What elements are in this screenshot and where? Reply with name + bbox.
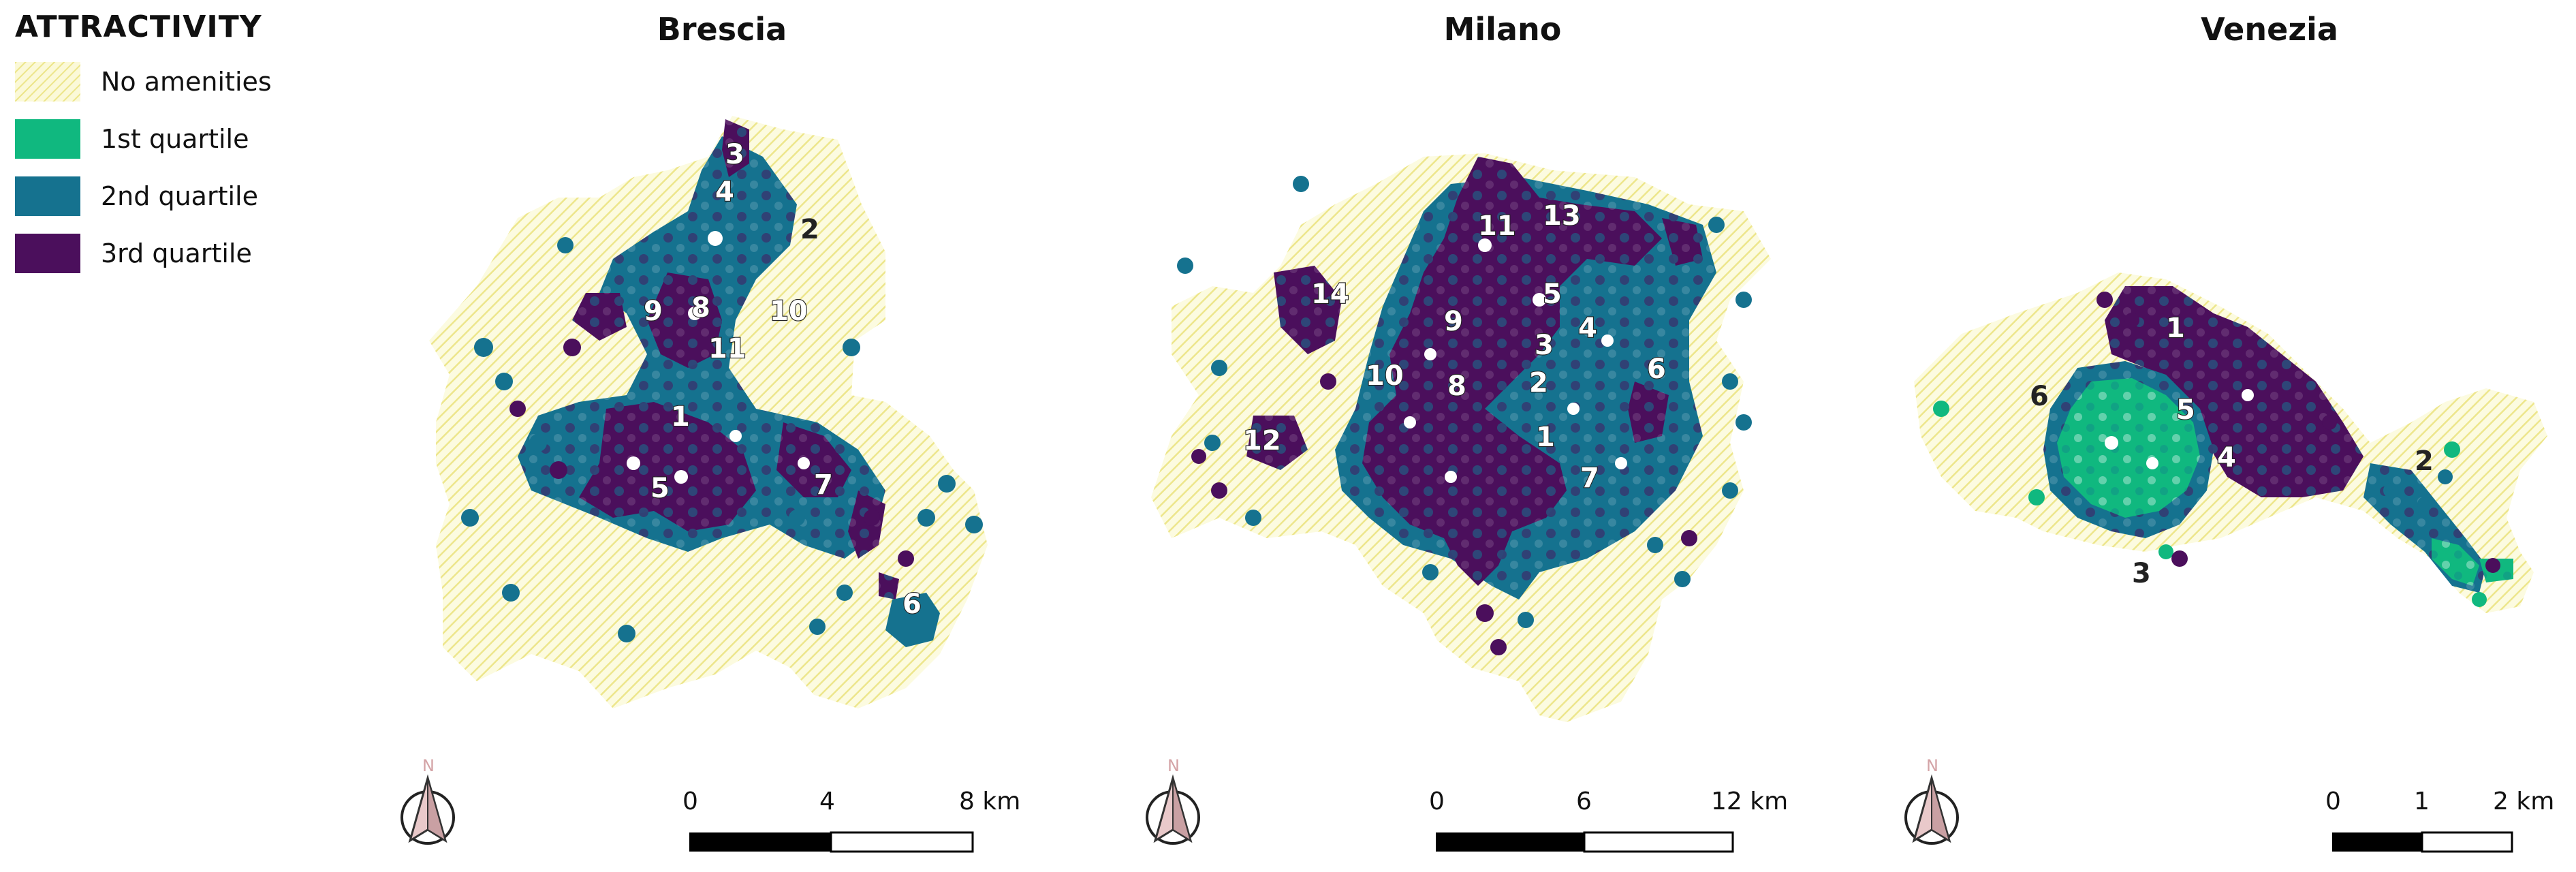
scalebar-tick-label: 0	[1429, 788, 1445, 815]
brescia-area-labels: 3 4 2 9 8 10 11 1 5 7 6	[643, 138, 922, 621]
north-label: N	[1926, 756, 1938, 775]
scalebar-milano: 0 6 12 km	[1429, 788, 1788, 853]
area-label: 7	[1580, 463, 1599, 494]
venezia-area-1st-quartile	[2057, 378, 2513, 586]
scalebar-segment	[1583, 831, 1734, 853]
north-label: N	[422, 756, 435, 775]
area-label: 14	[1311, 279, 1349, 310]
scalebar-segment	[1436, 832, 1584, 852]
legend-item-1st-quartile: 1st quartile	[15, 119, 369, 159]
map-milano	[1151, 153, 1771, 722]
area-label: 13	[1543, 200, 1581, 232]
scalebar-tick-label: 12 km	[1711, 788, 1788, 815]
area-label: 1	[671, 401, 690, 433]
area-label: 5	[2176, 394, 2195, 426]
north-arrow-venezia: N	[1904, 756, 1959, 845]
map-title-milano: Milano	[1443, 11, 1562, 48]
area-label: 4	[2217, 442, 2236, 473]
brescia-scattered-cells-dark	[509, 339, 914, 567]
venezia-scattered-cells-blue	[2383, 469, 2453, 512]
legend-item-3rd-quartile: 3rd quartile	[15, 234, 369, 273]
north-arrow-icon	[1146, 777, 1200, 845]
area-label: 6	[902, 589, 922, 620]
area-label: 2	[2415, 446, 2434, 477]
legend-label: No amenities	[101, 67, 272, 97]
scalebar-tick-label: 1	[2414, 788, 2430, 815]
area-label: 9	[644, 296, 663, 327]
scalebar-tick-label: 6	[1576, 788, 1592, 815]
venezia-scattered-cells-dark	[2096, 292, 2500, 573]
milano-area-3rd-quartile	[1246, 157, 1703, 586]
venezia-scattered-cells-green	[1933, 401, 2487, 607]
legend-label: 2nd quartile	[101, 181, 258, 211]
area-label: 4	[1578, 313, 1597, 344]
north-arrow-icon	[400, 777, 455, 845]
legend-item-no-amenities: No amenities	[15, 62, 369, 102]
area-label: 10	[1366, 360, 1404, 392]
venezia-area-3rd-quartile	[2105, 286, 2363, 497]
scalebar-tick-label: 4	[819, 788, 835, 815]
brescia-area-3rd-quartile	[572, 119, 899, 600]
milano-scattered-cells	[1177, 176, 1752, 628]
area-label: 2	[1529, 367, 1548, 399]
map-title-brescia: Brescia	[657, 11, 787, 48]
hatch-swatch	[15, 62, 80, 102]
scalebar-tick-label: 0	[2325, 788, 2341, 815]
area-label: 3	[2132, 558, 2151, 589]
map-legend: ATTRACTIVITY No amenities 1st quartile 2…	[15, 10, 369, 291]
color-swatch	[15, 119, 80, 159]
map-brescia	[429, 116, 988, 708]
area-label: 11	[708, 333, 747, 364]
color-swatch	[15, 234, 80, 273]
area-label: 5	[650, 473, 670, 504]
area-label: 6	[1647, 354, 1666, 385]
scalebar-segment	[689, 832, 831, 852]
scalebar-tick-label: 2 km	[2493, 788, 2554, 815]
area-label: 1	[2166, 313, 2185, 344]
color-swatch	[15, 176, 80, 216]
milano-gap-cells	[1404, 238, 1627, 483]
venezia-area-labels: 1 6 5 4 2 3	[2030, 312, 2434, 589]
area-label: 2	[800, 214, 819, 245]
milano-area-labels: 11 13 14 9 5 3 4 6 10 8 2 12 1 7	[1242, 200, 1667, 495]
north-arrow-milano: N	[1146, 756, 1200, 845]
north-arrow-icon	[1904, 777, 1959, 845]
area-label: 6	[2030, 381, 2049, 412]
milano-scattered-cells-dark	[1191, 373, 1697, 655]
area-label: 7	[814, 469, 833, 501]
area-label: 3	[725, 139, 744, 170]
area-label: 9	[1444, 306, 1463, 337]
area-label: 5	[1543, 279, 1562, 310]
brescia-scattered-cells	[461, 237, 983, 642]
area-label: 4	[715, 176, 734, 208]
area-label: 8	[1447, 371, 1466, 402]
scalebar-tick-label: 8 km	[959, 788, 1020, 815]
legend-label: 1st quartile	[101, 124, 249, 154]
north-label: N	[1167, 756, 1180, 775]
brescia-area-2nd-quartile-se	[885, 593, 940, 647]
area-label: 1	[1536, 422, 1555, 453]
scalebar-segment	[830, 831, 974, 853]
scalebar-brescia: 0 4 8 km	[682, 788, 1020, 853]
area-label: 10	[770, 296, 808, 327]
brescia-gap-cells	[627, 231, 810, 484]
area-label: 12	[1243, 425, 1281, 456]
area-label: 8	[691, 292, 710, 324]
scalebar-segment	[2421, 831, 2513, 853]
area-label: 11	[1478, 211, 1516, 242]
area-label: 3	[1535, 330, 1554, 361]
scalebar-segment	[2332, 832, 2422, 852]
scalebar-tick-label: 0	[682, 788, 698, 815]
legend-item-2nd-quartile: 2nd quartile	[15, 176, 369, 216]
venezia-gap-cells	[2105, 389, 2254, 469]
north-arrow-brescia: N	[400, 756, 455, 845]
scalebar-venezia: 0 1 2 km	[2325, 788, 2554, 853]
legend-title: ATTRACTIVITY	[15, 10, 262, 44]
legend-label: 3rd quartile	[101, 238, 252, 268]
map-venezia	[1914, 272, 2547, 613]
map-title-venezia: Venezia	[2201, 11, 2338, 48]
